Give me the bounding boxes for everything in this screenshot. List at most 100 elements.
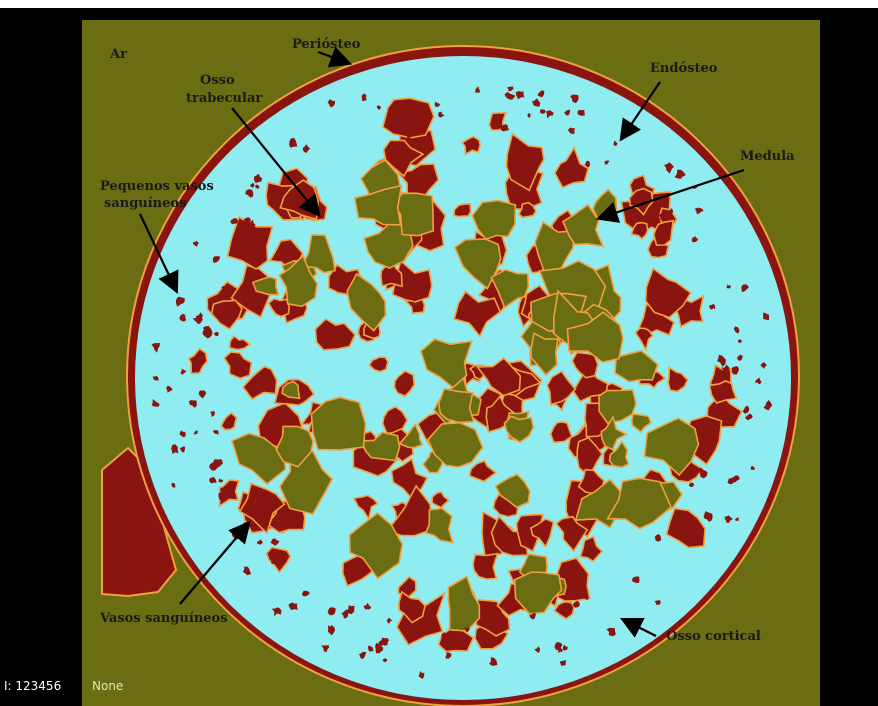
trabecular-patch [576, 436, 603, 478]
small-vessel [504, 91, 516, 100]
small-vessel [534, 646, 541, 653]
arrow-medula [595, 168, 745, 223]
small-vessel [242, 566, 251, 576]
small-vessel [717, 354, 726, 367]
trabecular-patch [453, 290, 502, 338]
trabecular-patch [475, 357, 522, 397]
small-vessel [727, 478, 734, 485]
small-vessel [192, 240, 199, 247]
trabecular-patch [708, 380, 738, 404]
trabecular-patch [431, 490, 451, 509]
arrow-osso-trabecular [231, 107, 321, 218]
small-vessel [658, 211, 666, 220]
trabecular-patch [352, 494, 379, 522]
marrow-island [353, 184, 403, 226]
trabecular-patch [461, 135, 482, 156]
label-osso-trabecular-1: Osso [200, 73, 235, 88]
small-vessel [763, 312, 769, 321]
small-vessel [445, 652, 452, 659]
marrow-island [490, 268, 530, 309]
small-vessel [654, 600, 661, 605]
marrow-island [275, 425, 314, 468]
trabecular-patch [571, 351, 599, 379]
small-vessel [218, 491, 226, 501]
marrow-island [630, 413, 652, 434]
marrow-island [513, 571, 563, 615]
trabecular-patch [187, 347, 208, 375]
small-vessel [230, 217, 238, 225]
small-vessel [270, 559, 275, 565]
label-medula: Medula [740, 149, 795, 164]
small-vessel [577, 109, 585, 116]
small-vessel [699, 467, 708, 479]
arrow-osso-cortical [620, 618, 657, 638]
marrow-island [426, 421, 484, 468]
small-vessel [741, 284, 749, 293]
small-vessel [361, 93, 367, 102]
small-vessel [545, 110, 554, 119]
trabecular-patch [226, 216, 274, 271]
marrow-island [310, 396, 367, 451]
small-vessel [479, 640, 488, 647]
marrow-island [251, 276, 280, 296]
label-osso-trabecular-2: trabecular [186, 91, 262, 106]
small-vessel [691, 533, 700, 543]
small-vessel [584, 160, 590, 168]
marrow-island [534, 220, 576, 274]
marrow-island [494, 473, 531, 509]
small-vessel [250, 182, 255, 188]
trabecular-patch [381, 97, 435, 139]
trabecular-patch [238, 482, 286, 535]
trabecular-patch [267, 297, 291, 318]
small-vessel [151, 343, 161, 353]
small-vessel [631, 576, 640, 583]
small-vessel [418, 671, 425, 679]
small-vessel [475, 86, 481, 93]
small-vessel [367, 645, 374, 652]
small-vessel [724, 515, 733, 523]
small-vessel [688, 482, 694, 487]
small-vessel [302, 590, 310, 597]
small-vessel [346, 605, 355, 615]
small-vessel [406, 134, 411, 140]
small-vessel [363, 602, 372, 610]
small-vessel [383, 637, 389, 642]
small-vessel [270, 553, 276, 558]
small-vessel [341, 609, 349, 619]
trabecular-patch [634, 327, 654, 352]
small-vessel [245, 189, 254, 198]
small-vessel [721, 364, 730, 374]
small-vessel [166, 385, 173, 393]
small-vessel [359, 651, 367, 659]
small-vessel [654, 534, 662, 542]
trabecular-patch [220, 411, 238, 431]
small-vessel [529, 612, 536, 620]
marrow-island [419, 338, 473, 389]
small-vessel [540, 109, 546, 114]
small-vessel [726, 284, 731, 289]
marrow-island [424, 507, 454, 544]
small-vessel [441, 632, 448, 643]
trabecular-patch [393, 370, 416, 397]
small-vessel [221, 285, 231, 293]
marrow-island [614, 349, 659, 383]
small-vessel [270, 538, 280, 546]
small-vessel [694, 207, 704, 215]
marrow-island [348, 511, 404, 580]
marrow-island [598, 389, 637, 424]
small-vessel [515, 91, 525, 100]
arrow-vasos-sanguineos [179, 520, 251, 605]
small-vessel [674, 169, 686, 179]
small-vessel [321, 645, 330, 653]
marrow-island [561, 203, 605, 248]
small-vessel [180, 368, 187, 375]
small-vessel [750, 466, 755, 470]
marrow-island [606, 477, 672, 530]
trabecular-patch [628, 187, 654, 216]
marrow-island [503, 415, 535, 444]
small-vessel [387, 617, 393, 624]
trabecular-patch [630, 221, 649, 240]
small-vessel [562, 644, 568, 651]
trabecular-patch [546, 370, 577, 406]
trabecular-patch [218, 479, 240, 508]
